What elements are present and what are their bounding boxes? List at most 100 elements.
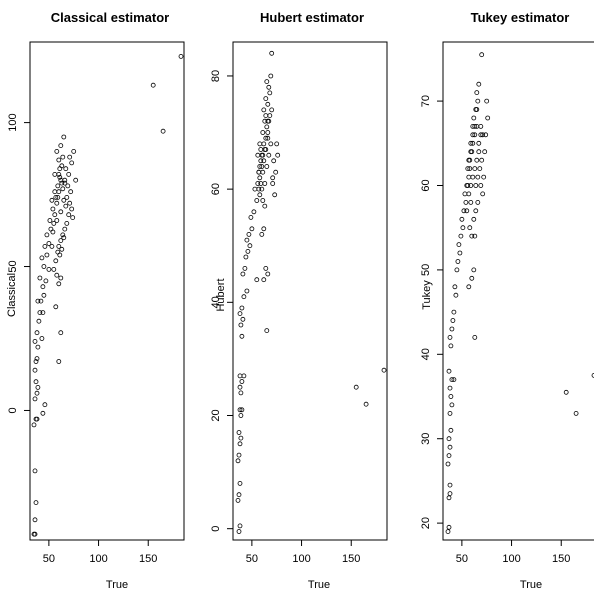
data-point <box>466 174 472 180</box>
data-point <box>241 294 247 300</box>
data-point <box>39 255 45 261</box>
data-point <box>32 338 38 344</box>
data-point <box>446 368 452 374</box>
data-point <box>69 206 75 212</box>
y-tick-label: 40 <box>210 296 222 308</box>
x-ticks: 50 100 150 <box>43 540 157 565</box>
data-points <box>235 50 387 534</box>
data-point <box>53 304 59 310</box>
data-point <box>56 171 62 177</box>
data-point <box>472 233 478 239</box>
data-point <box>54 272 60 278</box>
data-point <box>46 266 52 272</box>
data-point <box>267 90 273 96</box>
data-point <box>33 500 39 506</box>
data-point <box>273 169 279 175</box>
y-tick-label: 60 <box>210 183 222 195</box>
panel-classical: Classical estimator Classical True 0 50 10… <box>6 10 185 591</box>
data-point <box>468 199 474 205</box>
y-tick-label: 70 <box>420 95 432 107</box>
data-point <box>445 529 451 534</box>
data-point <box>447 385 453 391</box>
data-point <box>458 233 464 239</box>
data-point <box>38 298 44 304</box>
data-point <box>44 232 50 238</box>
data-point <box>237 407 243 413</box>
data-point <box>573 410 579 416</box>
data-point <box>238 413 244 418</box>
y-tick-label: 100 <box>7 113 19 131</box>
data-point <box>37 275 43 281</box>
data-point <box>262 118 268 124</box>
data-point <box>268 141 274 147</box>
data-point <box>35 298 41 304</box>
data-point <box>482 149 488 155</box>
data-point <box>53 258 59 264</box>
data-points <box>445 52 594 534</box>
data-point <box>62 177 68 183</box>
data-point <box>261 107 267 113</box>
data-point <box>252 186 258 192</box>
data-point <box>264 79 270 84</box>
data-point <box>460 225 466 231</box>
y-tick-label: 20 <box>210 409 222 421</box>
data-point <box>33 379 39 385</box>
x-axis-label: True <box>308 579 330 591</box>
data-point <box>73 177 79 183</box>
data-point <box>269 107 275 113</box>
data-point <box>470 140 476 146</box>
data-point <box>471 115 477 121</box>
data-point <box>447 334 453 340</box>
data-point <box>245 248 251 254</box>
data-points <box>31 54 184 537</box>
data-point <box>262 203 268 209</box>
data-point <box>475 199 481 205</box>
data-point <box>42 243 48 249</box>
data-point <box>447 491 453 497</box>
data-point <box>475 174 481 180</box>
data-point <box>257 175 263 181</box>
data-point <box>461 208 467 214</box>
data-point <box>459 216 465 222</box>
y-ticks: 0 50 100 <box>7 113 30 414</box>
data-point <box>255 152 261 158</box>
data-point <box>255 181 261 186</box>
data-point <box>266 84 272 90</box>
x-ticks: 50 100 150 <box>246 540 360 565</box>
data-point <box>479 52 485 58</box>
data-point <box>37 310 43 316</box>
data-point <box>46 241 52 246</box>
data-point <box>265 135 271 141</box>
data-point <box>470 132 476 138</box>
data-point <box>258 181 264 186</box>
y-axis-label: Classical <box>6 273 18 317</box>
data-point <box>470 124 476 129</box>
data-point <box>65 183 71 189</box>
data-point <box>62 180 68 186</box>
data-point <box>445 461 451 467</box>
data-point <box>254 277 260 283</box>
data-point <box>477 166 483 172</box>
data-point <box>66 171 72 177</box>
data-point <box>466 157 472 163</box>
data-point <box>259 164 265 169</box>
data-point <box>449 377 455 383</box>
data-point <box>464 208 470 214</box>
data-point <box>447 410 453 416</box>
data-point <box>467 166 473 172</box>
y-tick-label: 0 <box>7 407 19 413</box>
data-point <box>268 73 274 79</box>
data-point <box>41 292 47 298</box>
data-point <box>257 164 263 169</box>
data-point <box>462 191 468 197</box>
data-point <box>266 152 272 158</box>
data-point <box>484 98 490 104</box>
data-point <box>42 402 48 408</box>
data-point <box>54 218 60 223</box>
data-point <box>272 192 278 198</box>
data-point <box>447 482 453 488</box>
data-point <box>52 171 58 177</box>
data-point <box>251 209 257 215</box>
data-point <box>44 252 50 258</box>
